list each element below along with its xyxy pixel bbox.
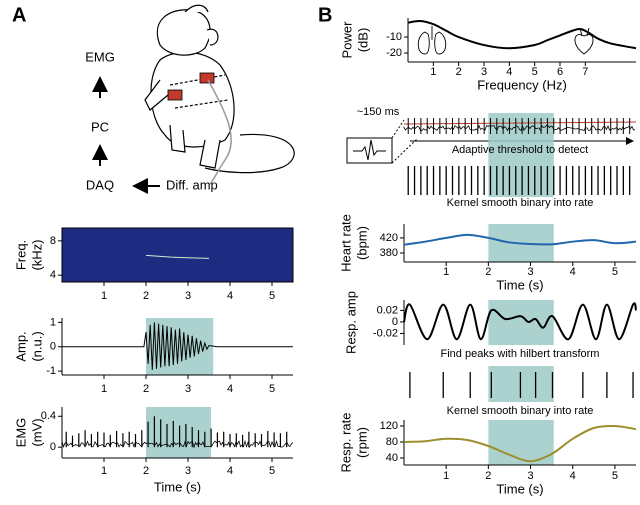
- y-tick-label: 40: [386, 452, 398, 464]
- x-tick-label: 4: [227, 290, 233, 302]
- monkey: [144, 4, 295, 174]
- y-tick-label: 0.02: [377, 304, 398, 316]
- y-axis-label: Freq.: [13, 240, 28, 270]
- step-caption: Kernel smooth binary into rate: [447, 405, 594, 417]
- ecg-noise: [403, 124, 636, 132]
- x-tick-label: 7: [582, 66, 588, 78]
- x-tick-label: 4: [506, 66, 512, 78]
- data-line: [62, 322, 293, 370]
- x-tick-label: 5: [269, 290, 275, 302]
- data-line: [407, 20, 637, 50]
- arrows: [92, 76, 160, 194]
- x-tick-label: 4: [227, 465, 233, 477]
- x-tick-label: 1: [101, 465, 107, 477]
- x-tick-label: 2: [485, 470, 491, 482]
- highlight-region: [488, 300, 554, 345]
- inset-waveform: [353, 139, 386, 161]
- x-tick-label: 1: [101, 290, 107, 302]
- y-axis-label: Resp. amp: [343, 291, 358, 354]
- y-axis-label: (rpm): [354, 427, 369, 458]
- step-caption: Adaptive threshold to detect: [452, 144, 588, 156]
- x-tick-label: 3: [185, 383, 191, 395]
- y-tick-label: 0: [392, 316, 398, 328]
- y-axis-label: (mV): [29, 418, 44, 446]
- x-tick-label: 1: [430, 66, 436, 78]
- x-tick-label: 5: [532, 66, 538, 78]
- spectrogram-background: [61, 227, 294, 283]
- x-axis-label: Time (s): [154, 479, 201, 494]
- y-tick-label: 380: [380, 247, 398, 259]
- y-axis-label: Resp. rate: [338, 413, 353, 473]
- x-tick-label: 4: [227, 383, 233, 395]
- y-axis-label: Amp.: [13, 331, 28, 361]
- x-tick-label: 3: [527, 266, 533, 278]
- electrodes: [167, 72, 215, 101]
- lungs-icon: [417, 26, 447, 55]
- x-tick-label: 5: [269, 383, 275, 395]
- diagram-node: Diff. amp: [166, 177, 218, 192]
- x-tick-label: 2: [485, 266, 491, 278]
- x-tick-label: 5: [612, 266, 618, 278]
- x-tick-label: 2: [143, 465, 149, 477]
- x-tick-label: 3: [527, 470, 533, 482]
- data-line: [145, 254, 210, 259]
- x-axis-label: Frequency (Hz): [477, 77, 567, 92]
- y-tick-label: 0: [50, 341, 56, 353]
- x-tick-label: 2: [456, 66, 462, 78]
- y-axis-label: EMG: [13, 418, 28, 448]
- step-caption: Find peaks with hilbert transform: [441, 348, 600, 360]
- data-line: [403, 302, 637, 341]
- diagram-node: PC: [91, 119, 109, 134]
- diagram-node: EMG: [85, 49, 115, 64]
- y-tick-label: 4: [50, 269, 56, 281]
- highlight-region: [146, 407, 212, 458]
- x-axis-label: Time (s): [496, 481, 543, 496]
- y-tick-label: -10: [386, 31, 402, 43]
- x-tick-label: 4: [570, 470, 576, 482]
- y-axis-label: (dB): [355, 28, 370, 53]
- x-tick-label: 2: [143, 290, 149, 302]
- y-tick-label: -0.02: [373, 327, 398, 339]
- x-tick-label: 3: [185, 465, 191, 477]
- y-axis-label: Heart rate: [338, 214, 353, 272]
- panel-label: B: [318, 4, 332, 26]
- y-tick-label: 8: [50, 235, 56, 247]
- y-tick-label: 80: [386, 436, 398, 448]
- x-tick-label: 1: [443, 266, 449, 278]
- x-tick-label: 5: [269, 465, 275, 477]
- y-axis-label: (n.u.): [29, 331, 44, 361]
- panel-label: A: [12, 4, 26, 26]
- x-axis-label: Time (s): [496, 277, 543, 292]
- y-tick-label: 0: [50, 441, 56, 453]
- y-tick-label: 0.4: [41, 410, 56, 422]
- data-line: [403, 233, 637, 246]
- annotation: ~150 ms: [357, 106, 400, 118]
- y-axis-label: Power: [339, 21, 354, 59]
- y-axis-label: (kHz): [29, 239, 44, 270]
- x-tick-label: 4: [570, 266, 576, 278]
- x-tick-label: 3: [481, 66, 487, 78]
- x-tick-label: 5: [612, 470, 618, 482]
- threshold-line: [403, 121, 637, 125]
- x-tick-label: 6: [557, 66, 563, 78]
- y-tick-label: 1: [50, 316, 56, 328]
- y-tick-label: 420: [380, 232, 398, 244]
- emg-noise: [61, 439, 294, 449]
- y-tick-label: -20: [386, 47, 402, 59]
- y-tick-label: -1: [46, 365, 56, 377]
- x-tick-label: 1: [443, 470, 449, 482]
- x-tick-label: 3: [185, 290, 191, 302]
- diagram-node: DAQ: [86, 177, 114, 192]
- wire: [207, 79, 232, 185]
- x-tick-label: 2: [143, 383, 149, 395]
- heart-icon: [574, 27, 594, 55]
- data-line: [403, 424, 637, 463]
- step-caption: Kernel smooth binary into rate: [447, 197, 594, 209]
- y-axis-label: (bpm): [354, 226, 369, 260]
- y-tick-label: 120: [380, 420, 398, 432]
- x-tick-label: 1: [101, 383, 107, 395]
